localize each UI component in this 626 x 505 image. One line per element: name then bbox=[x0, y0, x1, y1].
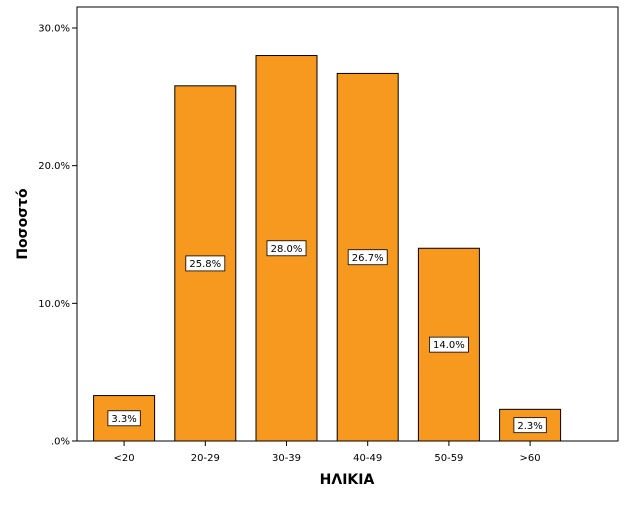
x-tick-label: 30-39 bbox=[272, 453, 301, 464]
data-label: 2.3% bbox=[517, 421, 542, 432]
bars bbox=[93, 55, 562, 442]
y-tick-label: 30.0% bbox=[38, 24, 70, 35]
y-tick-label: 10.0% bbox=[38, 299, 70, 310]
data-label-box bbox=[347, 249, 388, 266]
data-label-box bbox=[428, 336, 469, 353]
data-label-box bbox=[513, 417, 547, 434]
y-axis: .0% 10.0% 20.0% 30.0% bbox=[38, 24, 77, 448]
data-label: 26.7% bbox=[352, 253, 384, 264]
x-axis: <20 20-29 30-39 40-49 50-59 >60 bbox=[114, 441, 541, 464]
x-tick-label: <20 bbox=[114, 453, 135, 464]
x-tick-label: >60 bbox=[520, 453, 541, 464]
data-labels: 3.3% 25.8% 28.0% 26.7% 14.0% 2.3% bbox=[107, 240, 547, 434]
data-label: 3.3% bbox=[111, 414, 136, 425]
x-tick-label: 20-29 bbox=[191, 453, 220, 464]
data-label: 25.8% bbox=[189, 259, 221, 270]
y-axis-title: Ποσοστό bbox=[15, 188, 31, 260]
x-tick-label: 40-49 bbox=[353, 453, 382, 464]
data-label-box bbox=[266, 240, 307, 257]
y-tick-label: 20.0% bbox=[38, 161, 70, 172]
data-label-box bbox=[185, 255, 226, 272]
data-label-box bbox=[107, 410, 141, 427]
data-label: 14.0% bbox=[433, 340, 465, 351]
y-tick-label: .0% bbox=[51, 437, 70, 448]
data-label: 28.0% bbox=[271, 244, 303, 255]
x-tick-label: 50-59 bbox=[434, 453, 463, 464]
x-axis-title: ΗΛΙΚΙΑ bbox=[320, 472, 375, 488]
